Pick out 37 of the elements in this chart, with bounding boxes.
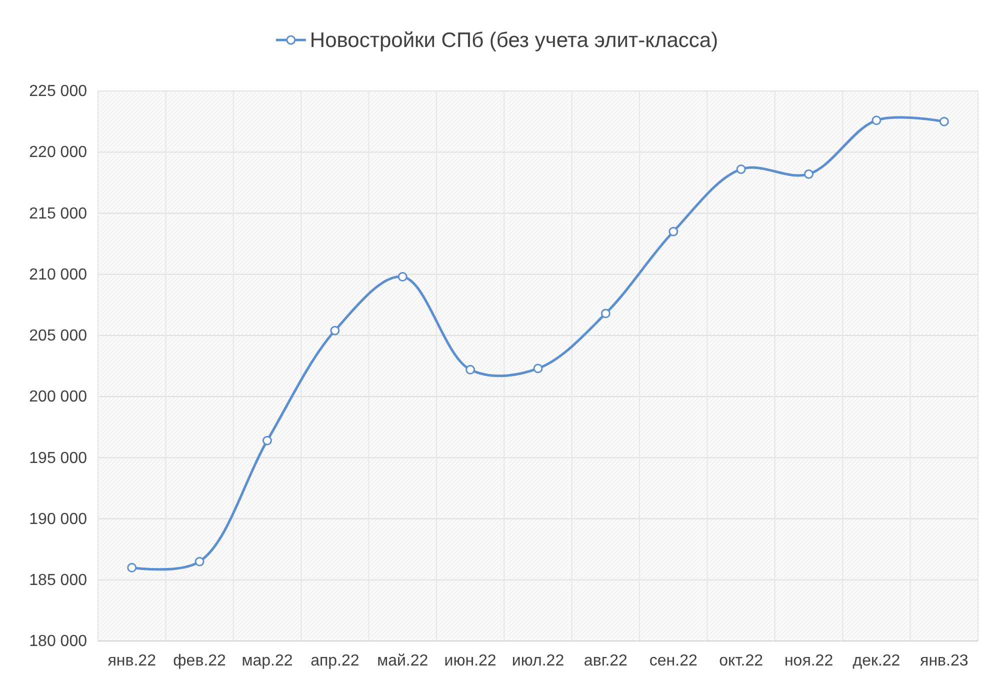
point [804,169,814,179]
point [262,436,272,446]
x-tick-label: фев.22 [173,652,226,670]
x-tick-label: авг.22 [584,652,628,670]
y-tick-label: 205 000 [29,328,88,345]
point [330,326,340,336]
y-tick-label: 210 000 [29,266,88,284]
x-tick-label: мар.22 [242,652,293,670]
x-tick-label: апр.22 [310,652,360,670]
point [939,116,949,126]
point [533,364,543,374]
point [194,556,204,566]
point [398,272,408,282]
x-tick-label: янв.22 [108,652,156,670]
point [872,116,882,126]
point [668,226,678,236]
x-tick-label: июл.22 [512,652,564,670]
x-tick-label: май.22 [377,652,428,670]
y-tick-label: 215 000 [29,205,88,222]
point [127,562,137,572]
y-tick-label: 220 000 [29,144,88,162]
x-tick-label: окт.22 [719,652,764,670]
y-tick-label: 180 000 [29,633,88,650]
point [600,308,610,318]
x-tick-label: дек.22 [852,652,900,670]
x-tick-label: сен.22 [649,652,698,670]
y-tick-label: 195 000 [29,450,88,467]
x-tick-label: янв.23 [920,652,968,670]
y-tick-label: 185 000 [29,572,88,590]
point [736,164,746,174]
point [466,364,476,374]
x-tick-label: июн.22 [444,652,496,670]
x-tick-label: ноя.22 [784,652,834,670]
y-tick-label: 190 000 [29,510,88,528]
legend-label: Новостройки СПб (без учета элит-класса) [310,29,718,52]
y-tick-label: 225 000 [29,83,88,100]
y-tick-label: 200 000 [29,388,88,406]
